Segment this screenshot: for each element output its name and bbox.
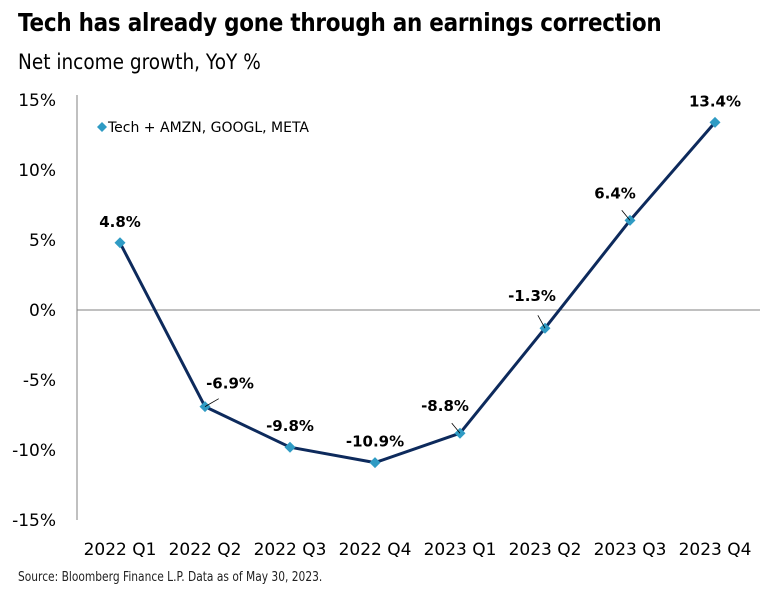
x-axis-ticks: 2022 Q1 2022 Q2 2022 Q3 2022 Q4 2023 Q1 2023 … — [84, 540, 752, 560]
axes — [76, 95, 760, 520]
x-tick-label: 2022 Q4 — [339, 540, 412, 560]
data-label: -9.8% — [266, 417, 314, 435]
data-label: 13.4% — [689, 92, 741, 110]
series-group — [114, 116, 721, 469]
y-tick-label: 15% — [18, 91, 56, 111]
y-tick-label: -5% — [23, 371, 56, 391]
data-label: -10.9% — [346, 433, 404, 451]
data-point-marker — [284, 441, 296, 453]
data-label: 6.4% — [594, 184, 636, 202]
y-tick-label: 5% — [29, 231, 56, 251]
y-tick-label: -10% — [12, 441, 56, 461]
legend: Tech + AMZN, GOOGL, META — [97, 120, 309, 136]
chart-title: Tech has already gone through an earning… — [18, 8, 662, 37]
y-axis-ticks: 15% 10% 5% 0% -5% -10% -15% — [12, 91, 56, 531]
x-tick-label: 2022 Q3 — [254, 540, 327, 560]
data-point-marker — [114, 237, 126, 249]
label-leader-line — [204, 398, 219, 407]
y-tick-label: 0% — [29, 301, 56, 321]
x-tick-label: 2023 Q3 — [594, 540, 667, 560]
x-tick-label: 2023 Q2 — [509, 540, 582, 560]
data-label: 4.8% — [99, 213, 141, 231]
data-label: -6.9% — [206, 375, 254, 393]
label-leader-line — [451, 422, 461, 434]
data-label: -1.3% — [508, 287, 556, 305]
series-line — [118, 121, 717, 465]
y-tick-label: -15% — [12, 511, 56, 531]
source-note: Source: Bloomberg Finance L.P. Data as o… — [18, 570, 323, 585]
data-point-marker — [709, 116, 721, 128]
x-tick-label: 2022 Q2 — [169, 540, 242, 560]
line-chart: 15%10%5%0%-5%-10%-15% 2022 Q1 2022 Q2 2022… — [12, 91, 760, 560]
chart-subtitle: Net income growth, YoY % — [18, 50, 261, 74]
legend-entry: Tech + AMZN, GOOGL, META — [107, 120, 309, 136]
label-leader-line — [621, 210, 631, 221]
data-labels: 4.8% -6.9% -9.8% -10.9% -8.8% -1.3% 6.4% 13.4% — [99, 92, 741, 450]
legend-marker-icon — [97, 122, 107, 132]
data-point-marker — [369, 457, 381, 469]
x-tick-label: 2022 Q1 — [84, 540, 157, 560]
label-leader-line — [537, 315, 546, 329]
y-tick-label: 10% — [18, 161, 56, 181]
x-tick-label: 2023 Q4 — [679, 540, 752, 560]
x-tick-label: 2023 Q1 — [424, 540, 497, 560]
data-label: -8.8% — [421, 397, 469, 415]
